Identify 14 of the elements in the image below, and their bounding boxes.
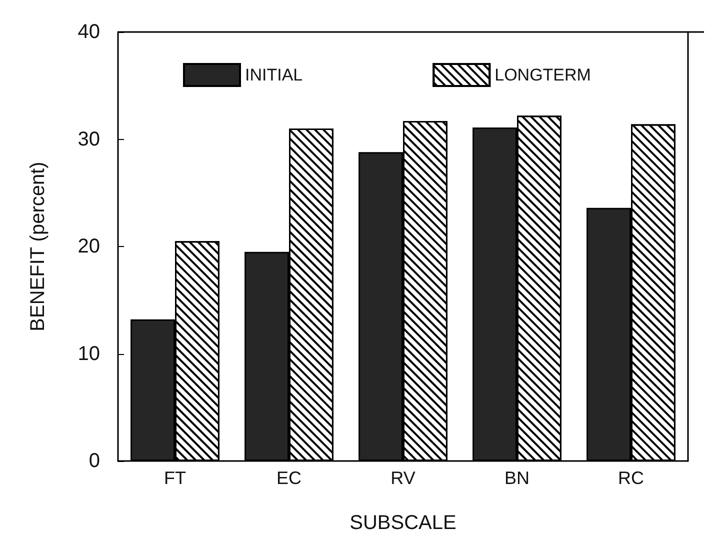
x-tick-label: FT xyxy=(164,468,186,488)
legend-label: LONGTERM xyxy=(494,66,591,84)
y-tick-label: 40 xyxy=(78,21,100,43)
y-tick-label: 0 xyxy=(88,450,100,472)
x-tick-label: BN xyxy=(504,468,530,488)
y-tick-label: 30 xyxy=(78,128,100,150)
x-tick-label: RV xyxy=(390,468,416,488)
legend-label: INITIAL xyxy=(245,66,303,84)
y-tick-label: 10 xyxy=(78,342,100,365)
x-tick-label: EC xyxy=(276,468,302,488)
x-axis-title: SUBSCALE xyxy=(350,512,456,534)
x-tick-label: RC xyxy=(618,468,644,488)
y-axis-title: BENEFIT (percent) xyxy=(27,162,49,332)
y-tick-label: 20 xyxy=(78,236,100,258)
